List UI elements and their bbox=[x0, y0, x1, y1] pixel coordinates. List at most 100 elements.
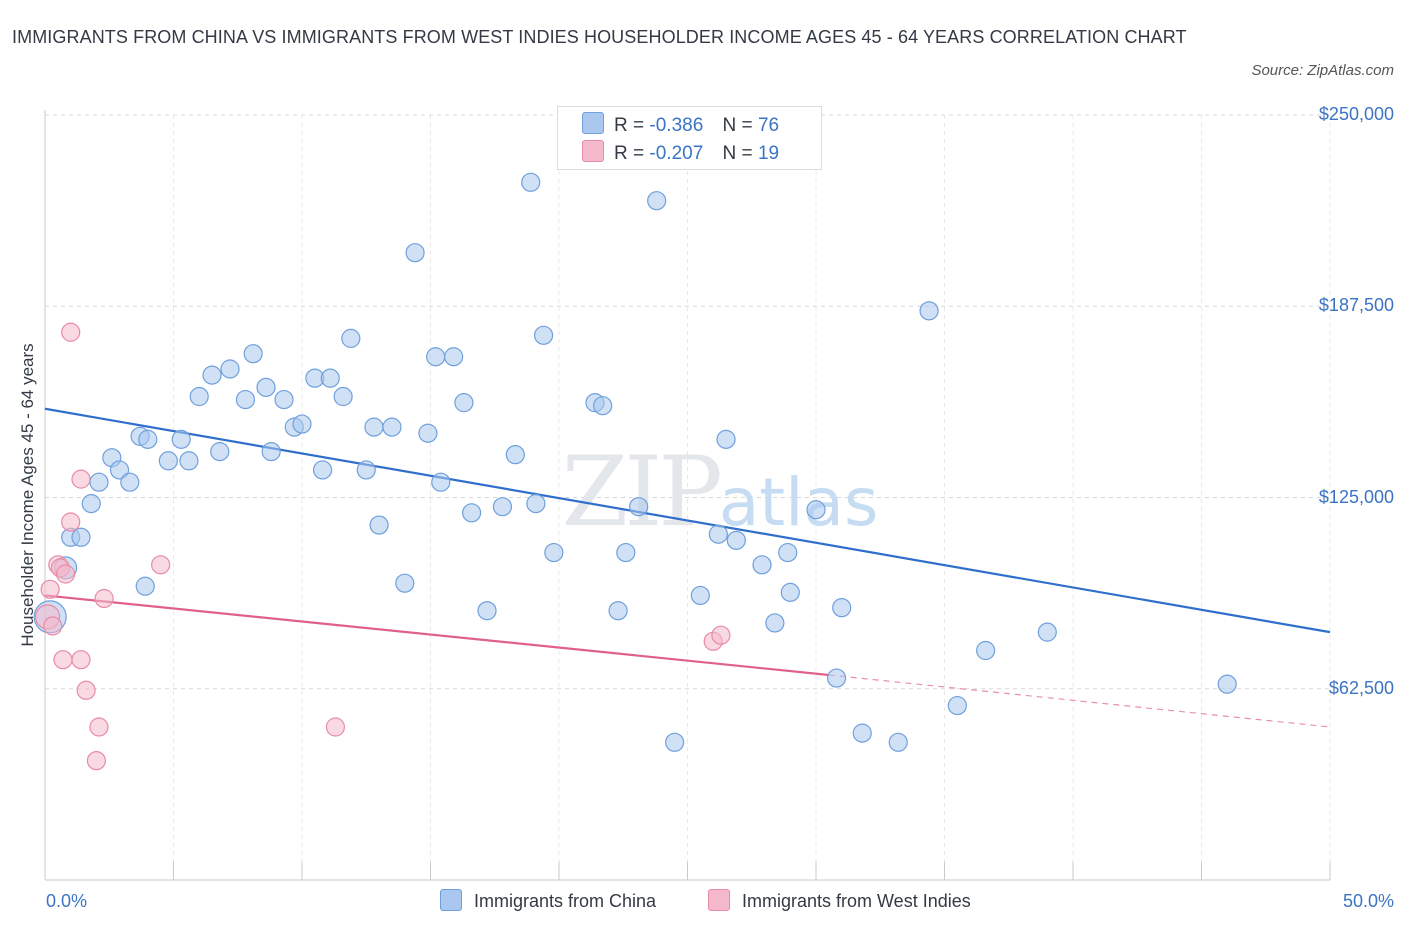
china-point-73 bbox=[976, 640, 996, 661]
westindies-point-7 bbox=[61, 322, 81, 342]
x-tick-label-min: 0.0% bbox=[46, 891, 88, 911]
china-point-39 bbox=[431, 472, 451, 492]
bottom-legend-china: Immigrants from China bbox=[440, 889, 656, 912]
china-swatch bbox=[582, 112, 604, 134]
china-point-17 bbox=[210, 442, 230, 462]
westindies-point-11 bbox=[76, 680, 96, 700]
china-point-65 bbox=[780, 582, 800, 602]
china-point-75 bbox=[1217, 674, 1237, 694]
y-tick-label-3: $250,000 bbox=[1318, 104, 1394, 124]
china-point-11 bbox=[138, 429, 158, 449]
china-point-70 bbox=[888, 732, 908, 752]
china-point-10 bbox=[135, 576, 155, 596]
china-point-12 bbox=[158, 451, 178, 471]
watermark-zip: ZIP bbox=[562, 436, 721, 548]
bottom-westindies-swatch bbox=[708, 889, 730, 911]
westindies-point-13 bbox=[89, 717, 109, 737]
china-point-18 bbox=[220, 359, 240, 379]
china-point-8 bbox=[120, 472, 140, 492]
bottom-china-label: Immigrants from China bbox=[474, 891, 657, 911]
china-point-56 bbox=[647, 191, 667, 211]
china-n-label: N = bbox=[722, 115, 753, 136]
china-point-31 bbox=[356, 460, 376, 480]
china-point-66 bbox=[806, 500, 826, 520]
westindies-point-12 bbox=[86, 751, 107, 771]
china-point-29 bbox=[333, 386, 353, 407]
china-point-27 bbox=[312, 460, 333, 480]
china-point-42 bbox=[462, 503, 482, 523]
china-point-64 bbox=[778, 542, 798, 563]
chart-title: IMMIGRANTS FROM CHINA VS IMMIGRANTS FROM… bbox=[12, 27, 1187, 47]
watermark-atlas: atlas bbox=[719, 464, 879, 541]
china-point-37 bbox=[418, 423, 438, 443]
westindies-point-5 bbox=[53, 650, 73, 670]
westindies-n-label: N = bbox=[722, 143, 753, 164]
westindies-point-16 bbox=[325, 717, 346, 737]
china-point-4 bbox=[81, 494, 101, 514]
china-point-55 bbox=[629, 497, 649, 517]
china-point-52 bbox=[593, 396, 613, 416]
china-point-25 bbox=[292, 414, 312, 434]
bottom-westindies-label: Immigrants from West Indies bbox=[742, 891, 971, 911]
westindies-point-2 bbox=[43, 616, 63, 636]
china-point-68 bbox=[832, 598, 852, 618]
westindies-point-6 bbox=[55, 564, 76, 584]
china-point-41 bbox=[454, 393, 474, 413]
china-point-22 bbox=[261, 442, 281, 462]
china-point-33 bbox=[369, 515, 389, 535]
china-point-5 bbox=[89, 472, 109, 492]
bottom-china-swatch bbox=[440, 889, 462, 911]
china-r-label: R = bbox=[614, 115, 645, 136]
china-point-71 bbox=[919, 301, 939, 321]
china-point-63 bbox=[765, 613, 785, 633]
china-point-30 bbox=[341, 328, 361, 348]
china-point-34 bbox=[382, 417, 402, 437]
china-point-72 bbox=[947, 695, 967, 716]
china-point-53 bbox=[608, 601, 628, 621]
china-point-14 bbox=[179, 451, 199, 471]
westindies-r-value: -0.207 bbox=[649, 143, 704, 164]
axes-layer bbox=[44, 110, 1331, 881]
y-tick-label-0: $62,500 bbox=[1328, 677, 1394, 698]
china-point-69 bbox=[852, 723, 872, 743]
china-point-32 bbox=[364, 417, 384, 437]
legend-row-china: R = -0.386 N = 76 bbox=[582, 112, 779, 136]
source-label: Source: ZipAtlas.com bbox=[1251, 62, 1394, 79]
westindies-point-10 bbox=[71, 650, 91, 670]
bottom-legend-westindies: Immigrants from West Indies bbox=[708, 889, 971, 912]
x-tick-label-max: 50.0% bbox=[1342, 891, 1394, 911]
westindies-point-14 bbox=[94, 588, 114, 609]
china-point-35 bbox=[395, 573, 415, 593]
china-point-28 bbox=[320, 368, 340, 388]
china-point-49 bbox=[544, 542, 564, 563]
china-point-62 bbox=[752, 555, 772, 575]
watermark: ZIPatlas bbox=[562, 436, 879, 548]
westindies-swatch bbox=[582, 140, 604, 162]
china-point-47 bbox=[526, 494, 546, 514]
china-point-16 bbox=[202, 365, 222, 385]
china-point-7 bbox=[109, 460, 130, 480]
china-point-43 bbox=[477, 601, 497, 621]
china-point-48 bbox=[533, 325, 554, 345]
china-point-44 bbox=[492, 497, 513, 517]
china-point-67 bbox=[826, 668, 847, 688]
china-point-54 bbox=[616, 542, 636, 563]
westindies-point-1 bbox=[40, 579, 60, 599]
china-trend-line bbox=[44, 407, 1331, 634]
grid-layer bbox=[45, 114, 1335, 880]
westindies-point-9 bbox=[71, 469, 91, 489]
westindies-point-15 bbox=[151, 555, 171, 575]
correlation-legend: R = -0.386 N = 76 R = -0.207 N = 19 bbox=[557, 106, 822, 170]
westindies-point-18 bbox=[711, 625, 731, 645]
china-point-40 bbox=[444, 347, 464, 367]
westindies-r-label: R = bbox=[614, 143, 645, 164]
china-point-15 bbox=[189, 386, 209, 407]
westindies-trend-extension bbox=[828, 674, 1331, 728]
china-point-59 bbox=[708, 524, 728, 544]
westindies-n-value: 19 bbox=[757, 143, 780, 164]
china-point-38 bbox=[426, 347, 446, 367]
china-point-13 bbox=[171, 429, 191, 449]
china-r-value: -0.386 bbox=[649, 115, 704, 136]
china-point-23 bbox=[274, 389, 294, 410]
china-point-58 bbox=[690, 585, 710, 606]
